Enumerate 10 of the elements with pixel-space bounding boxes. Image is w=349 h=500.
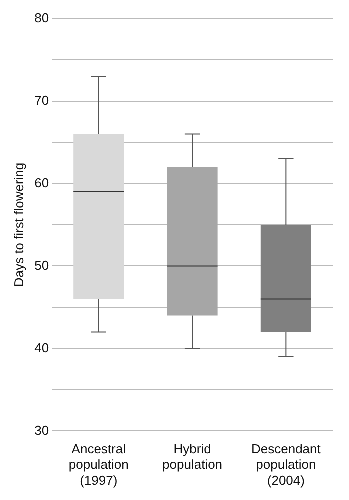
y-tick-label: 70 xyxy=(34,92,50,108)
y-axis-title: Days to first flowering xyxy=(11,162,26,288)
y-tick-label: 50 xyxy=(34,258,50,273)
y-tick-label: 60 xyxy=(34,175,50,190)
x-tick-label: Ancestral population (1997) xyxy=(68,442,129,488)
y-tick-label: 80 xyxy=(34,10,50,26)
x-tick-label: Descendant population (2004) xyxy=(251,442,322,488)
y-tick-label: 30 xyxy=(34,422,50,438)
y-tick-label: 40 xyxy=(34,340,50,356)
x-tick-label: Hybrid population xyxy=(162,442,223,472)
